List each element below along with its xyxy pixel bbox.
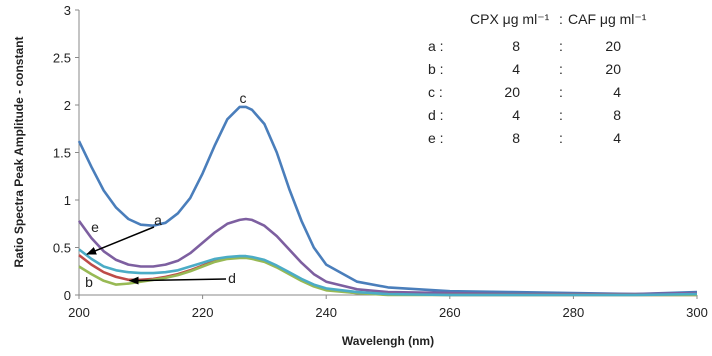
x-tick-label: 240: [315, 305, 337, 320]
y-tick-label: 1.5: [53, 146, 71, 161]
annotation-label-d: d: [228, 270, 236, 286]
legend-row-d-sep: :: [559, 107, 563, 123]
y-tick-label: 0: [64, 288, 71, 303]
arrow-a: [86, 226, 155, 255]
legend-row-b-sep: :: [559, 61, 563, 77]
legend-row-a-label: a :: [428, 38, 444, 54]
y-tick-label: 3: [64, 3, 71, 18]
legend-row-a-cpx: 8: [512, 38, 520, 54]
legend-row-d-cpx: 4: [512, 107, 520, 123]
x-tick-label: 260: [439, 305, 461, 320]
legend-row-e-sep: :: [559, 130, 563, 146]
y-tick-label: 2: [64, 98, 71, 113]
axes: [75, 9, 698, 299]
legend-row-c-caf: 4: [613, 84, 621, 100]
x-tick-label: 300: [686, 305, 708, 320]
y-tick-label: 0.5: [53, 241, 71, 256]
legend-row-b-cpx: 4: [512, 61, 520, 77]
arrow-d: [128, 276, 227, 285]
series-line-5: [78, 248, 698, 297]
legend-row-c-sep: :: [559, 84, 563, 100]
y-axis-title: Ratio Spectra Peak Amplitude - constant: [12, 37, 26, 268]
x-tick-label: 200: [68, 305, 90, 320]
annotations: a b c d e: [85, 90, 246, 290]
legend-header-cpx: CPX μg ml⁻¹: [470, 11, 550, 27]
legend-header-caf: CAF μg ml⁻¹: [568, 11, 647, 27]
legend-header-sep: :: [559, 11, 563, 27]
x-axis-title: Wavelengh (nm): [342, 334, 434, 348]
series-line-1: [77, 105, 698, 296]
annotation-label-b: b: [85, 274, 93, 290]
y-tick-label: 2.5: [53, 51, 71, 66]
y-tick-label: 1: [64, 193, 71, 208]
x-tick-label: 220: [192, 305, 214, 320]
legend-row-c-label: c :: [428, 84, 443, 100]
legend-row-e-label: e :: [428, 130, 444, 146]
legend-table: CPX μg ml⁻¹ : CAF μg ml⁻¹ a : 8 : 20 b :…: [428, 11, 647, 146]
series-lines: [77, 105, 698, 297]
legend-row-e-cpx: 8: [512, 130, 520, 146]
legend-row-e-caf: 4: [613, 130, 621, 146]
legend-row-d-caf: 8: [613, 107, 621, 123]
x-tick-label: 280: [563, 305, 585, 320]
annotation-label-c: c: [240, 90, 247, 106]
legend-row-b-caf: 20: [605, 61, 621, 77]
legend-row-c-cpx: 20: [504, 84, 520, 100]
series-line-2: [77, 217, 698, 296]
annotation-label-a: a: [154, 212, 162, 228]
annotation-label-e: e: [91, 219, 99, 235]
legend-row-a-sep: :: [559, 38, 563, 54]
legend-row-b-label: b :: [428, 61, 444, 77]
legend-row-d-label: d :: [428, 107, 444, 123]
legend-row-a-caf: 20: [605, 38, 621, 54]
series-line-3: [78, 254, 697, 297]
tick-labels: 0 0.5 1 1.5 2 2.5 3 200 220 240 260 280 300: [53, 3, 708, 320]
